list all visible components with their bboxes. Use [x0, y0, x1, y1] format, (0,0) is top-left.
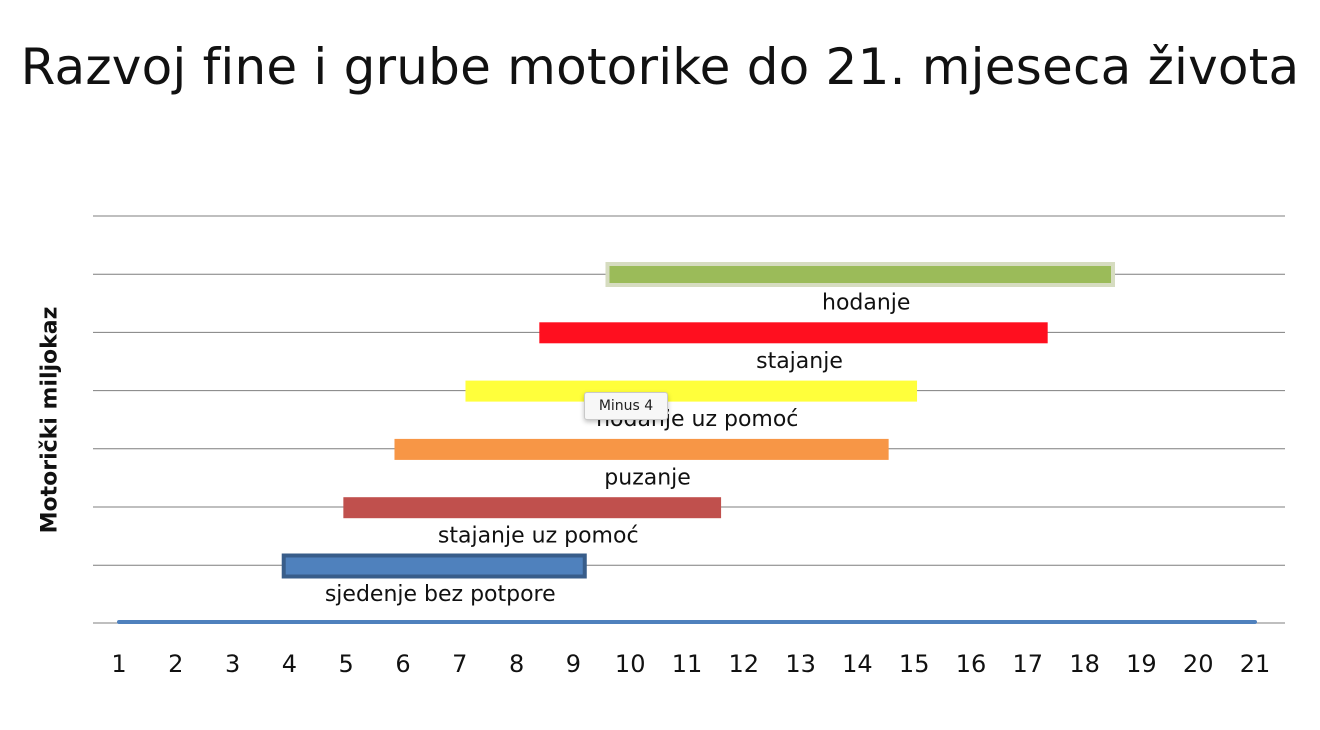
x-tick-label: 8 [509, 650, 524, 678]
x-tick-label: 17 [1013, 650, 1044, 678]
range-bar [465, 380, 918, 402]
x-tick-label: 5 [339, 650, 354, 678]
x-tick-label: 2 [168, 650, 183, 678]
bar-label: stajanje uz pomoć [438, 524, 639, 549]
x-tick-label: 15 [899, 650, 930, 678]
chart-title: Razvoj fine i grube motorike do 21. mjes… [20, 38, 1300, 96]
x-tick-label: 21 [1240, 650, 1271, 678]
x-tick-label: 3 [225, 650, 240, 678]
hover-tooltip: Minus 4 [584, 392, 668, 420]
range-bar [539, 322, 1048, 344]
x-tick-label: 18 [1069, 650, 1100, 678]
x-tick-label: 4 [282, 650, 297, 678]
x-tick-label: 20 [1183, 650, 1214, 678]
range-bar [605, 262, 1115, 287]
x-tick-label: 6 [395, 650, 410, 678]
range-bar [281, 553, 587, 579]
bar-label: stajanje [756, 349, 843, 374]
x-tick-label: 10 [615, 650, 646, 678]
x-tick-label: 16 [956, 650, 987, 678]
x-tick-label: 1 [111, 650, 126, 678]
bar-label: hodanje [822, 291, 910, 316]
x-tick-label: 12 [729, 650, 760, 678]
x-tick-label: 7 [452, 650, 467, 678]
x-tick-label: 19 [1126, 650, 1157, 678]
x-tick-label: 13 [785, 650, 816, 678]
x-tick-label: 14 [842, 650, 873, 678]
range-bar [394, 438, 889, 460]
bar-label: puzanje [604, 465, 691, 490]
x-tick-label: 11 [672, 650, 703, 678]
bar-label: sjedenje bez potpore [325, 582, 556, 607]
range-bar [343, 497, 722, 519]
x-tick-label: 9 [566, 650, 581, 678]
